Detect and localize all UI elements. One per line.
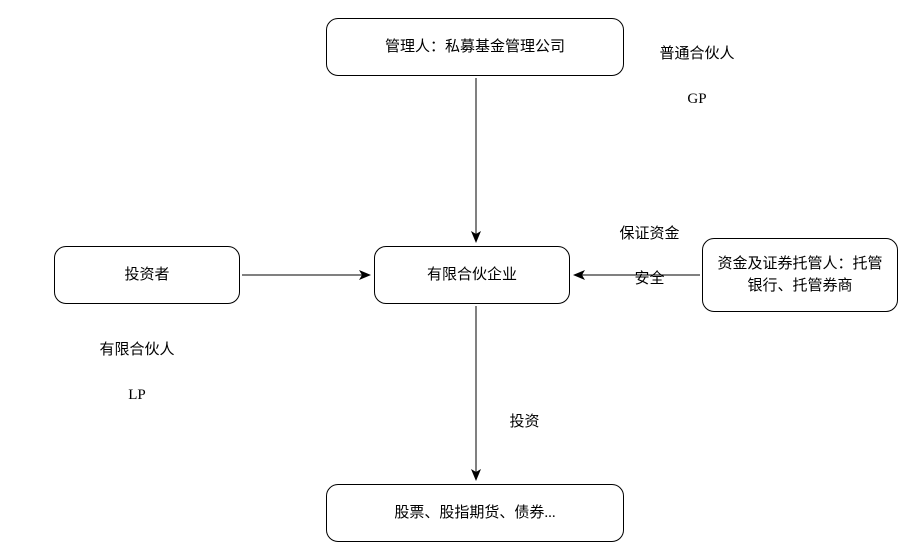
- node-custodian-label: 资金及证券托管人：托管银行、托管券商: [711, 253, 889, 298]
- label-lp: 有限合伙人 LP: [92, 316, 175, 406]
- node-investor: 投资者: [54, 246, 240, 304]
- label-security-line1: 保证资金: [620, 226, 680, 242]
- node-custodian: 资金及证券托管人：托管银行、托管券商: [702, 238, 898, 312]
- label-security-line2: 安全: [635, 271, 665, 287]
- node-assets: 股票、股指期货、债券...: [326, 484, 624, 542]
- label-invest: 投资: [502, 388, 540, 433]
- node-investor-label: 投资者: [124, 264, 169, 287]
- label-lp-line2: LP: [128, 387, 146, 403]
- label-gp-line1: 普通合伙人: [660, 46, 735, 62]
- node-manager-label: 管理人：私募基金管理公司: [385, 36, 565, 59]
- label-lp-line1: 有限合伙人: [100, 342, 175, 358]
- node-manager: 管理人：私募基金管理公司: [326, 18, 624, 76]
- label-invest-text: 投资: [510, 414, 540, 430]
- node-partnership: 有限合伙企业: [374, 246, 570, 304]
- node-assets-label: 股票、股指期货、债券...: [394, 502, 555, 525]
- label-security: 保证资金 安全: [612, 200, 680, 290]
- label-gp: 普通合伙人 GP: [652, 20, 735, 110]
- label-gp-line2: GP: [687, 91, 706, 107]
- node-partnership-label: 有限合伙企业: [427, 264, 517, 287]
